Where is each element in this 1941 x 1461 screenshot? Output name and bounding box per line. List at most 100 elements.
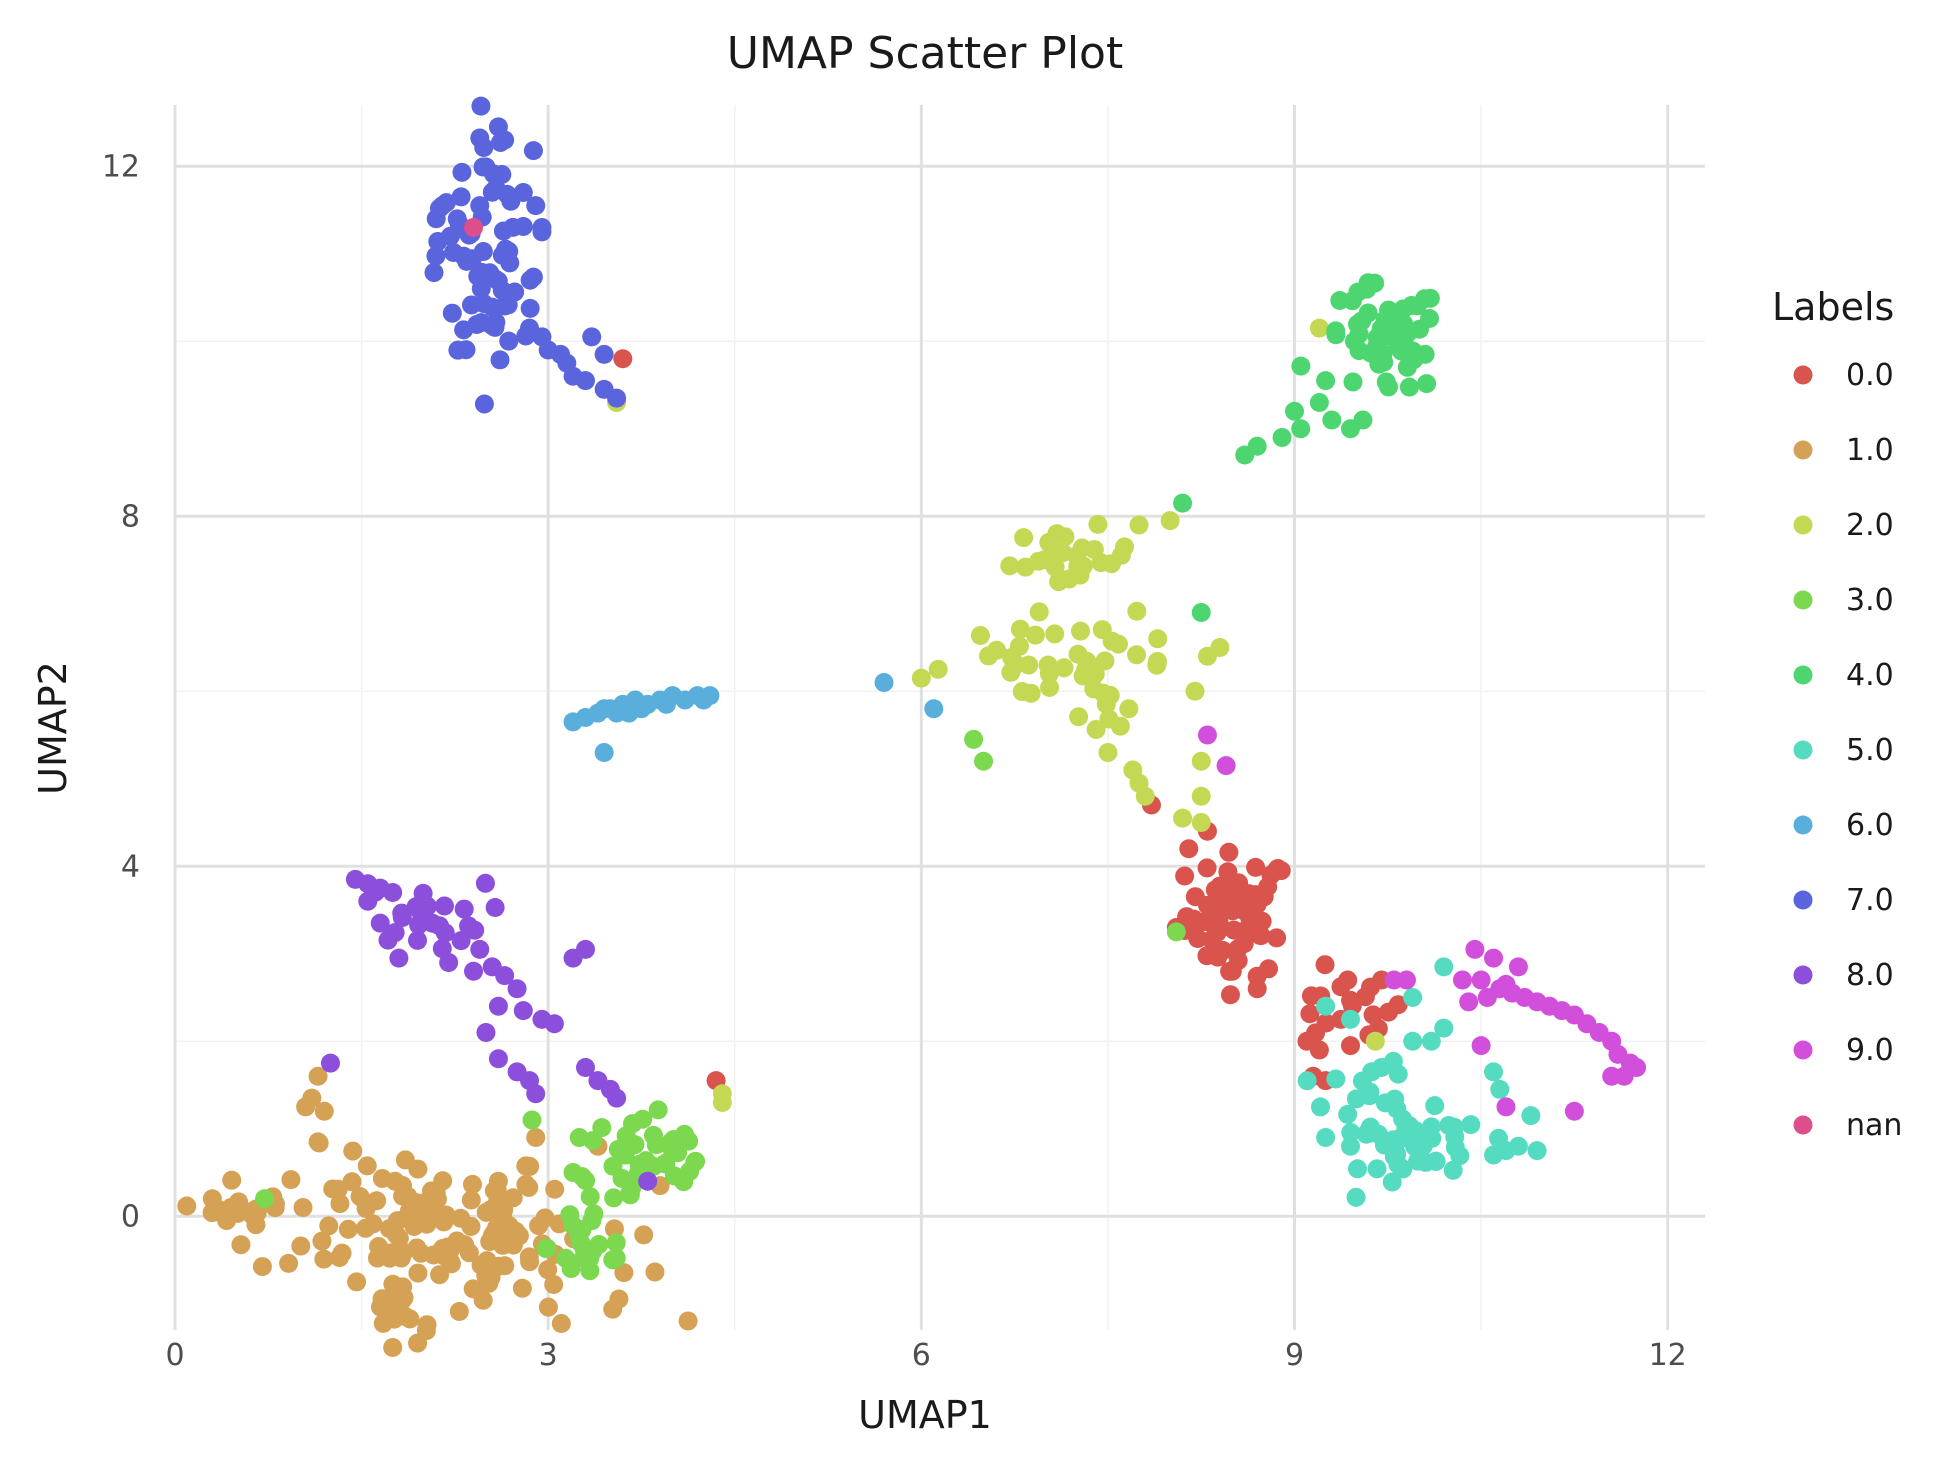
legend-marker <box>1793 890 1813 910</box>
legend-label: 6.0 <box>1846 808 1894 843</box>
data-point <box>1300 1004 1320 1024</box>
data-point <box>486 312 506 332</box>
data-point <box>408 1159 428 1179</box>
legend-label: 0.0 <box>1846 358 1894 393</box>
data-point <box>477 1251 497 1271</box>
data-point <box>1216 756 1236 776</box>
data-point <box>1322 410 1342 430</box>
data-point <box>1484 948 1504 968</box>
legend-label: 4.0 <box>1846 658 1894 693</box>
data-point <box>1025 625 1045 645</box>
data-point <box>499 331 519 351</box>
data-point <box>1197 858 1217 878</box>
data-point <box>488 996 508 1016</box>
data-point <box>177 1196 197 1216</box>
data-point <box>1564 1101 1584 1121</box>
data-point <box>1197 946 1217 966</box>
legend-marker <box>1793 1040 1813 1060</box>
data-point <box>1452 970 1472 990</box>
data-point <box>1069 707 1089 727</box>
data-point <box>529 1216 549 1236</box>
data-point <box>1071 621 1091 641</box>
data-point <box>1331 977 1351 997</box>
data-point <box>383 883 403 902</box>
data-point <box>594 743 614 762</box>
data-point <box>645 1262 665 1282</box>
data-point <box>308 1066 328 1086</box>
data-point <box>1160 511 1180 531</box>
data-point <box>614 1263 634 1283</box>
data-point <box>1349 341 1369 361</box>
x-tick-label: 3 <box>539 1338 558 1373</box>
x-tick-labels: 0 3 6 9 12 <box>165 1338 1686 1373</box>
data-point <box>509 1226 529 1246</box>
data-point <box>343 1141 363 1161</box>
data-point <box>1399 377 1419 397</box>
data-point <box>1439 1115 1459 1135</box>
data-point <box>674 1172 694 1192</box>
data-point <box>252 1257 272 1277</box>
data-point <box>296 1097 316 1117</box>
data-point <box>1315 955 1335 975</box>
data-point <box>454 320 474 340</box>
data-point <box>694 690 714 710</box>
data-point <box>436 193 456 213</box>
data-point <box>1191 751 1211 771</box>
data-point <box>436 1205 456 1225</box>
data-point <box>516 326 536 346</box>
data-point <box>1115 537 1135 557</box>
data-point <box>523 141 543 161</box>
data-point <box>1267 928 1287 948</box>
data-point <box>426 1183 446 1203</box>
data-point <box>607 1088 627 1108</box>
data-point <box>1127 645 1147 665</box>
data-point <box>603 1250 623 1270</box>
data-point <box>1021 683 1041 703</box>
data-point <box>1039 532 1059 552</box>
data-point <box>636 1151 656 1171</box>
data-point <box>1184 909 1204 929</box>
data-point <box>1346 1187 1366 1207</box>
data-point <box>451 931 471 951</box>
data-point <box>551 1314 571 1334</box>
data-point <box>1508 1136 1528 1156</box>
data-point <box>1326 321 1346 341</box>
series-4.0 <box>1173 273 1440 622</box>
series-0.0 <box>613 349 1408 1091</box>
data-point <box>408 1263 428 1283</box>
legend-label: 7.0 <box>1846 883 1894 918</box>
data-point <box>470 939 490 959</box>
data-point <box>384 1287 404 1307</box>
data-point <box>1368 328 1388 348</box>
data-point <box>712 1093 732 1112</box>
data-point <box>495 966 515 986</box>
series-9.0 <box>1197 725 1647 1121</box>
data-point <box>499 241 519 261</box>
y-tick-label: 4 <box>121 849 140 884</box>
data-point <box>394 1242 414 1262</box>
data-point <box>1250 925 1270 945</box>
data-point <box>1326 1069 1346 1089</box>
y-tick-label: 12 <box>102 149 140 184</box>
legend-marker <box>1793 1115 1813 1135</box>
data-point <box>594 699 614 719</box>
data-point <box>1228 951 1248 971</box>
data-point <box>1397 357 1417 377</box>
data-point <box>1173 808 1193 828</box>
data-point <box>399 1201 419 1221</box>
data-point <box>668 1143 688 1163</box>
data-point <box>314 1101 334 1121</box>
data-point <box>1188 928 1208 948</box>
data-point <box>1426 1152 1446 1172</box>
data-point <box>526 196 546 216</box>
data-point <box>464 218 484 237</box>
x-tick-label: 12 <box>1649 1338 1687 1373</box>
legend-marker <box>1793 365 1813 385</box>
data-point <box>604 1188 624 1208</box>
data-point <box>1382 1172 1402 1192</box>
series-3.0 <box>255 729 1186 1281</box>
data-point <box>1000 556 1020 576</box>
data-point <box>1343 372 1363 392</box>
data-point <box>580 1187 600 1207</box>
data-point <box>1508 957 1528 977</box>
